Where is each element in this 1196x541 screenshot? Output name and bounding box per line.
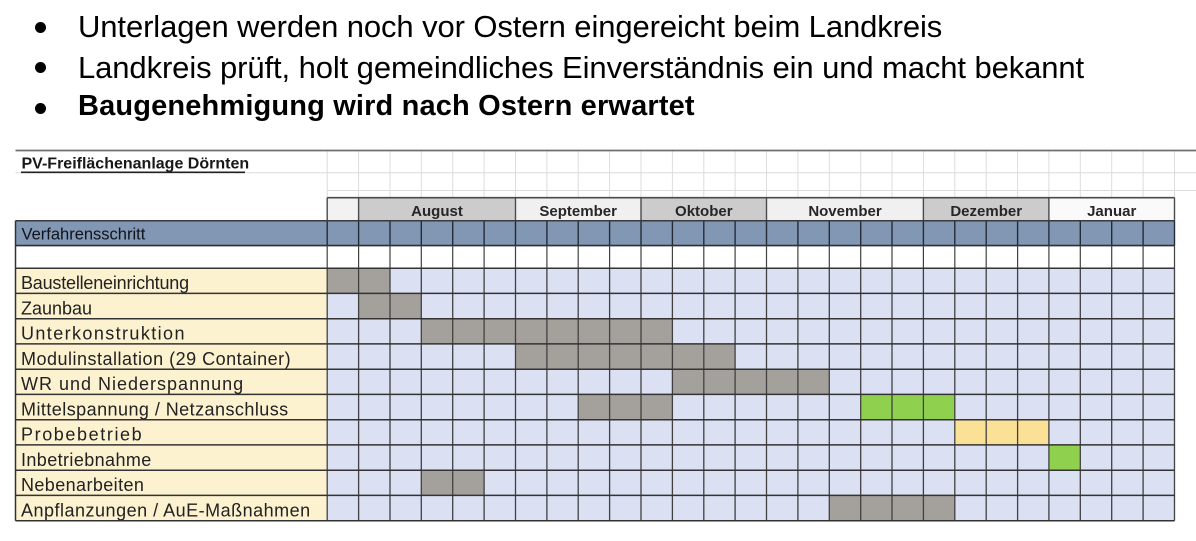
svg-text:Dezember: Dezember bbox=[950, 203, 1022, 220]
svg-text:WR und Niederspannung: WR und Niederspannung bbox=[21, 374, 244, 394]
svg-text:Mittelspannung / Netzanschluss: Mittelspannung / Netzanschluss bbox=[21, 399, 289, 419]
svg-text:Probebetrieb: Probebetrieb bbox=[21, 425, 143, 445]
svg-text:Anpflanzungen / AuE-Maßnahmen: Anpflanzungen / AuE-Maßnahmen bbox=[21, 500, 311, 520]
svg-text:August: August bbox=[411, 203, 463, 220]
svg-text:Zaunbau: Zaunbau bbox=[21, 298, 92, 318]
svg-text:PV-Freiflächenanlage Dörnten: PV-Freiflächenanlage Dörnten bbox=[22, 156, 250, 173]
svg-text:Januar: Januar bbox=[1087, 203, 1136, 220]
svg-text:Oktober: Oktober bbox=[675, 203, 733, 220]
svg-text:November: November bbox=[808, 203, 882, 220]
svg-text:Inbetriebnahme: Inbetriebnahme bbox=[21, 450, 152, 470]
svg-text:Modulinstallation (29 Containe: Modulinstallation (29 Container) bbox=[21, 349, 291, 369]
svg-text:September: September bbox=[539, 203, 617, 220]
svg-text:Baustelleneinrichtung: Baustelleneinrichtung bbox=[21, 273, 189, 293]
svg-text:Nebenarbeiten: Nebenarbeiten bbox=[21, 475, 144, 495]
svg-text:Unterkonstruktion: Unterkonstruktion bbox=[21, 324, 186, 344]
svg-text:Verfahrensschritt: Verfahrensschritt bbox=[22, 226, 146, 244]
